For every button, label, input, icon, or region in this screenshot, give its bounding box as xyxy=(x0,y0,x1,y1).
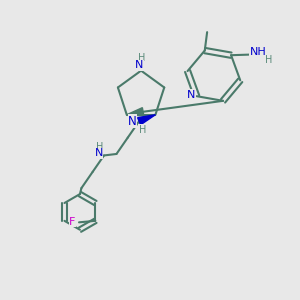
Text: NH: NH xyxy=(250,47,266,57)
Text: H: H xyxy=(139,124,146,135)
Text: N: N xyxy=(128,115,137,128)
Text: H: H xyxy=(265,55,272,65)
Text: N: N xyxy=(135,60,143,70)
Polygon shape xyxy=(138,115,155,125)
Text: F: F xyxy=(69,217,76,227)
Text: N: N xyxy=(94,148,103,158)
Text: H: H xyxy=(96,142,103,152)
Polygon shape xyxy=(127,108,144,116)
Text: H: H xyxy=(138,53,146,63)
Text: N: N xyxy=(187,90,196,100)
